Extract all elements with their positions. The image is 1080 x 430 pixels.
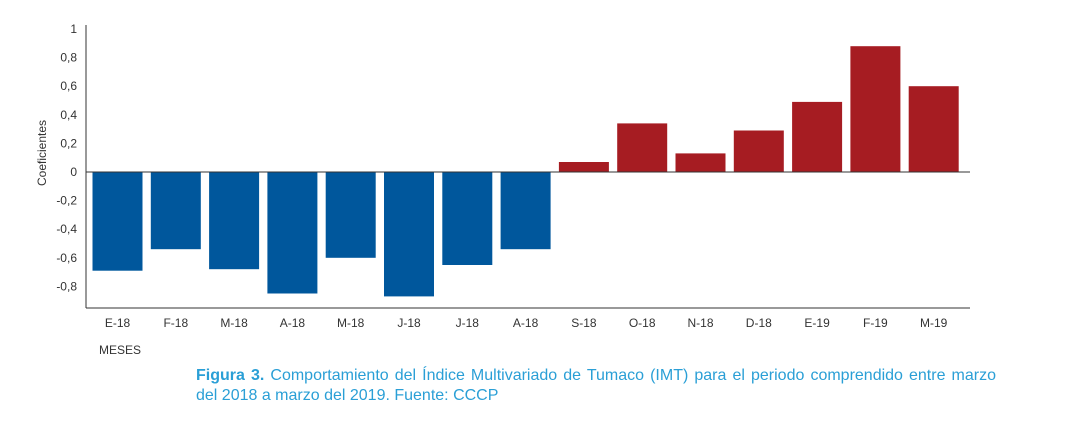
- bar-n-18: [675, 153, 726, 172]
- bar-f-18: [150, 172, 201, 250]
- y-tick-label: -0,4: [56, 222, 77, 236]
- x-tick-label: A-18: [280, 316, 306, 330]
- x-tick-label: E-18: [105, 316, 131, 330]
- bar-e-18: [92, 172, 143, 271]
- y-tick-label: 0,8: [60, 51, 77, 65]
- bar-a-18: [267, 172, 318, 294]
- bar-o-18: [617, 123, 668, 172]
- y-tick-label: 0,2: [60, 136, 77, 150]
- x-tick-label: M-19: [920, 316, 948, 330]
- x-tick-label: O-18: [629, 316, 656, 330]
- bar-s-18: [558, 162, 609, 172]
- bar-j-18: [384, 172, 434, 297]
- y-tick-label: 0: [70, 165, 77, 179]
- bar-a-18: [500, 172, 551, 250]
- x-tick-label: J-18: [456, 316, 480, 330]
- x-tick-label: E-19: [804, 316, 830, 330]
- y-axis-ticks: 1 0,8 0,6 0,4 0,2 0 -0,2 -0,4 -0,6 -0,8: [56, 22, 77, 293]
- figure-caption-text: Comportamiento del Índice Multivariado d…: [196, 367, 996, 404]
- y-tick-label: 1: [70, 22, 77, 36]
- bar-e-19: [792, 101, 843, 172]
- y-tick-label: -0,8: [56, 279, 77, 293]
- bar-m-19: [908, 86, 959, 172]
- x-tick-label: A-18: [513, 316, 539, 330]
- x-tick-label: M-18: [220, 316, 248, 330]
- bar-m-18: [209, 172, 260, 270]
- y-tick-label: 0,4: [60, 108, 77, 122]
- x-tick-label: N-18: [687, 316, 713, 330]
- x-tick-label: M-18: [337, 316, 365, 330]
- x-tick-label: F-18: [163, 316, 188, 330]
- bars: [92, 46, 959, 297]
- x-axis-ticks: E-18 F-18 M-18 A-18 M-18 J-18 J-18 A-18 S-18 O-18…: [105, 316, 948, 330]
- x-tick-label: F-19: [863, 316, 888, 330]
- y-axis-title: Coeficientes: [35, 120, 49, 186]
- bar-f-19: [850, 46, 901, 173]
- bar-d-18: [733, 130, 784, 172]
- y-tick-label: -0,2: [56, 194, 77, 208]
- x-tick-label: J-18: [397, 316, 421, 330]
- bar-m-18: [325, 172, 376, 258]
- bar-j-18: [442, 172, 493, 265]
- figure-caption: Figura 3. Comportamiento del Índice Mult…: [196, 366, 996, 406]
- bar-chart: 1 0,8 0,6 0,4 0,2 0 -0,2 -0,4 -0,6 -0,8 E-18 F-18 M…: [35, 22, 970, 357]
- x-tick-label: D-18: [746, 316, 772, 330]
- figure-label: Figura 3.: [196, 367, 265, 384]
- y-tick-label: -0,6: [56, 251, 77, 265]
- x-tick-label: S-18: [571, 316, 597, 330]
- y-tick-label: 0,6: [60, 79, 77, 93]
- x-axis-title: MESES: [99, 343, 141, 357]
